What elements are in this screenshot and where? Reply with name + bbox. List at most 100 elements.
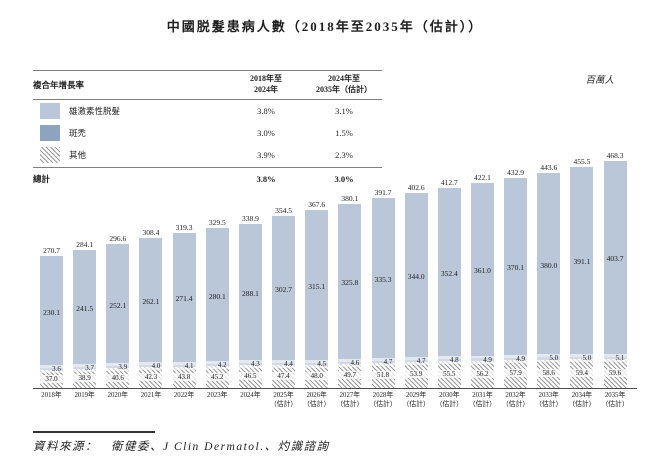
- segment-androgenetic: [437, 187, 461, 359]
- x-axis-label-2019年: 2019年: [74, 392, 95, 399]
- cagr-row-areata: 斑禿 3.0% 1.5%: [33, 122, 382, 144]
- cagr-row-others: 其他 3.9% 2.3%: [33, 144, 382, 166]
- cagr-col2-line2: 2035年（估計）: [316, 84, 372, 94]
- estimate-note: （估計）: [601, 400, 629, 408]
- x-axis-label-2021年: 2021年: [140, 392, 162, 399]
- total-cagr-2018-2024: 3.8%: [256, 173, 276, 184]
- segment-androgenetic: [40, 256, 63, 369]
- legend-swatch-areata: [40, 125, 60, 141]
- others-value-label: 51.8: [365, 370, 401, 379]
- x-axis-label-2027年: 2027年 （估計）: [336, 392, 364, 408]
- segment-androgenetic: [106, 244, 130, 367]
- total-value-label: 432.9: [507, 168, 525, 178]
- segment-androgenetic: [139, 238, 163, 366]
- cagr-row-total: 總計 3.8% 3.0%: [33, 167, 382, 189]
- cagr-header-label: 複合年增長率: [33, 79, 85, 90]
- x-axis-label-2020年: 2020年: [107, 392, 128, 399]
- source-divider: [33, 431, 155, 433]
- areata-cagr-2018-2024: 3.0%: [257, 128, 275, 138]
- total-value-label: 338.9: [241, 213, 259, 223]
- segment-androgenetic: [504, 178, 528, 358]
- x-axis-label-2033年: 2033年 （估計）: [535, 392, 563, 408]
- androgenetic-value-label: 344.0: [407, 271, 425, 281]
- areata-value-label: 4.3: [237, 360, 274, 369]
- x-axis-label-2034年: 2034年 （估計）: [568, 392, 596, 408]
- total-value-label: 391.7: [374, 187, 392, 197]
- chart-title: 中國脱髮患病人數（2018年至2035年（估計））: [166, 19, 484, 34]
- androgenetic-value-label: 302.7: [275, 284, 292, 294]
- estimate-note: （估計）: [369, 400, 397, 408]
- x-axis-label-2025年: 2025年 （估計）: [269, 392, 298, 408]
- total-value-label: 354.5: [275, 206, 292, 216]
- total-value-label: 319.3: [175, 223, 193, 233]
- total-value-label: 402.6: [407, 182, 425, 192]
- x-axis-label-2018年: 2018年: [41, 392, 62, 399]
- segment-androgenetic: [470, 183, 494, 359]
- areata-value-label: 3.9: [104, 363, 141, 372]
- androgenetic-value-label: 335.3: [374, 274, 392, 284]
- androgenetic-value-label: 252.1: [109, 300, 127, 310]
- total-label: 總計: [33, 173, 51, 184]
- estimate-note: （估計）: [502, 400, 530, 408]
- areata-value-label: 5.0: [568, 353, 605, 362]
- total-value-label: 296.6: [109, 234, 127, 244]
- cagr-table-header: 複合年增長率 2018年至 2024年 2024年至 2035年（估計）: [33, 71, 382, 100]
- areata-cagr-2024-2035: 1.5%: [335, 128, 353, 138]
- cagr-col2-line1: 2024年至: [328, 74, 360, 83]
- areata-value-label: 4.0: [137, 362, 174, 371]
- x-axis-label-2031年: 2031年 （估計）: [468, 392, 497, 408]
- others-value-label: 45.2: [199, 372, 236, 381]
- androgenetic-value-label: 403.7: [606, 254, 624, 264]
- segment-androgenetic: [73, 250, 97, 368]
- areata-value-label: 5.0: [535, 354, 572, 363]
- androgenetic-value-label: 361.0: [474, 266, 491, 276]
- androgenetic-value-label: 315.1: [308, 281, 326, 291]
- legend-label-others: 其他: [69, 150, 87, 160]
- x-axis-label-2030年: 2030年 （估計）: [435, 392, 463, 408]
- estimate-note: （估計）: [568, 400, 596, 408]
- total-value-label: 412.7: [440, 177, 458, 187]
- estimate-note: （估計）: [535, 400, 563, 408]
- total-value-label: 380.1: [341, 193, 359, 203]
- x-axis-label-2023年: 2023年: [207, 392, 228, 399]
- others-value-label: 47.4: [265, 372, 302, 380]
- others-value-label: 40.6: [99, 373, 136, 382]
- others-value-label: 53.9: [398, 370, 435, 379]
- legend-swatch-androgenetic: [40, 103, 60, 119]
- segment-androgenetic: [338, 203, 362, 362]
- areata-value-label: 5.1: [602, 353, 639, 362]
- areata-value-label: 4.5: [303, 359, 340, 368]
- cagr-col1-line2: 2024年: [254, 84, 278, 94]
- estimate-note: （估計）: [468, 400, 497, 408]
- androgenetic-value-label: 380.0: [540, 260, 558, 270]
- androgenetic-value-label: 271.4: [175, 294, 193, 304]
- total-value-label: 270.7: [43, 246, 60, 256]
- others-value-label: 59.6: [597, 369, 634, 378]
- segment-androgenetic: [272, 216, 296, 363]
- areata-value-label: 4.9: [469, 355, 506, 364]
- total-value-label: 455.5: [573, 157, 591, 167]
- x-axis-label-2035年: 2035年 （估計）: [601, 392, 629, 408]
- androgenetic-cagr-2024-2035: 3.1%: [335, 106, 353, 116]
- segment-androgenetic: [172, 233, 196, 365]
- total-value-label: 329.5: [208, 218, 226, 228]
- others-value-label: 48.0: [298, 371, 335, 380]
- androgenetic-value-label: 370.1: [507, 263, 525, 273]
- androgenetic-value-label: 391.1: [573, 257, 591, 267]
- segment-androgenetic: [371, 197, 395, 361]
- areata-value-label: 4.7: [370, 357, 406, 366]
- areata-value-label: 4.1: [171, 361, 208, 370]
- cagr-column-2018-2024: 2018年至 2024年: [226, 74, 306, 95]
- androgenetic-value-label: 288.1: [241, 288, 259, 298]
- androgenetic-value-label: 241.5: [76, 304, 94, 314]
- others-value-label: 57.9: [497, 369, 534, 378]
- legend-label-areata: 斑禿: [69, 128, 87, 138]
- bar-2025年（估計）: [272, 216, 296, 388]
- segment-androgenetic: [404, 192, 428, 360]
- estimate-note: （估計）: [435, 400, 463, 408]
- legend-swatch-others: [40, 147, 60, 163]
- total-value-label: 367.6: [308, 199, 326, 209]
- x-axis-label-2026年: 2026年 （估計）: [303, 392, 331, 408]
- estimate-note: （估計）: [336, 400, 364, 408]
- others-value-label: 37.0: [33, 374, 70, 383]
